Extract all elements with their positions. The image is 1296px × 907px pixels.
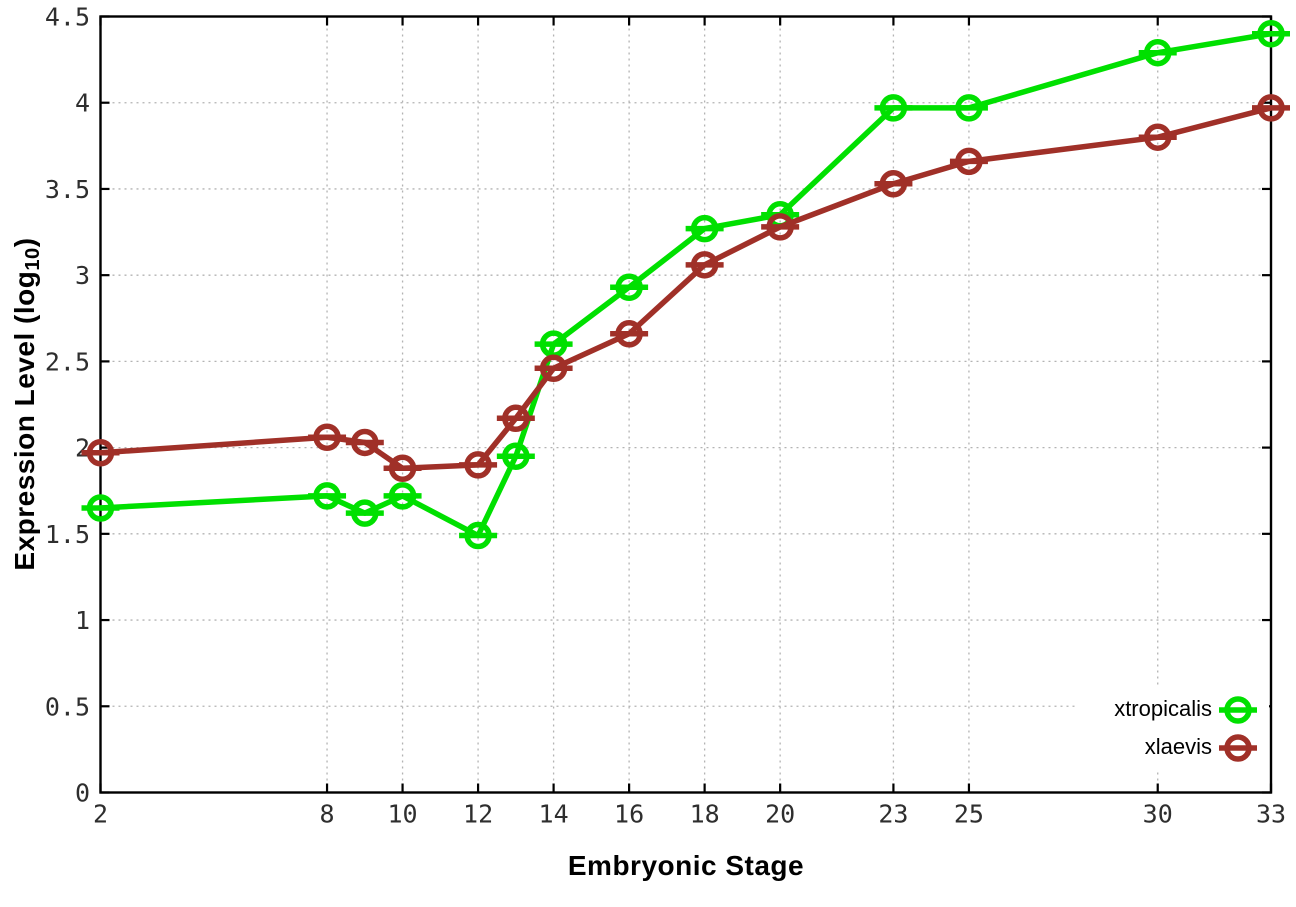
y-tick-label: 1: [75, 606, 90, 635]
xtropicalis-marker: [1143, 38, 1172, 67]
xtropicalis-marker: [313, 482, 341, 510]
y-axis-title: Expression Level (log10): [9, 4, 45, 804]
tick-marks: [99, 15, 1273, 794]
y-tick-label: 4.5: [45, 3, 90, 32]
y-tick-label: 0: [75, 779, 90, 808]
xtropicalis-marker: [690, 214, 719, 243]
y-tick-label: 2.5: [45, 347, 90, 376]
x-tick-label: 12: [463, 800, 493, 829]
legend-label-xlaevis: xlaevis: [1144, 734, 1212, 759]
y-tick-label: 0.5: [45, 692, 90, 721]
series-xlaevis: [81, 94, 1290, 483]
xlaevis-marker: [502, 404, 530, 433]
legend-label-xtropicalis: xtropicalis: [1114, 696, 1212, 721]
legend-xtropicalis-marker: [1224, 696, 1252, 724]
tick-labels: 00.511.522.533.544.52 8 10 12 14 16 18 20 23 25 30…: [45, 3, 1286, 829]
y-axis-title-close: ): [9, 237, 40, 248]
xtropicalis-marker: [1257, 19, 1285, 48]
xlaevis-marker: [690, 251, 719, 279]
xlaevis-marker: [464, 451, 492, 479]
plot-border: [99, 15, 1273, 794]
legend: [1076, 687, 1269, 771]
legend-xlaevis-marker: [1224, 734, 1252, 762]
xlaevis-marker: [766, 213, 794, 241]
x-tick-label: 23: [878, 800, 908, 829]
x-tick-label: 25: [954, 800, 984, 829]
y-tick-label: 1.5: [45, 520, 90, 549]
y-axis-title-subscript: 10: [21, 247, 44, 271]
xlaevis-marker: [388, 454, 417, 483]
xlaevis-marker: [1143, 123, 1172, 151]
xtropicalis-marker: [351, 499, 379, 527]
xtropicalis-marker: [615, 273, 643, 301]
xlaevis-marker: [351, 428, 379, 457]
xlaevis-line: [100, 105, 1272, 472]
x-tick-label: 10: [388, 800, 418, 829]
x-tick-label: 30: [1143, 800, 1173, 829]
x-tick-label: 8: [320, 800, 335, 829]
x-tick-label: 2: [93, 800, 108, 829]
xlaevis-marker: [86, 439, 115, 467]
xtropicalis-marker: [955, 94, 983, 122]
y-axis-title-text: Expression Level (log: [9, 270, 40, 571]
xlaevis-marker: [879, 170, 908, 198]
y-tick-label: 4: [75, 89, 90, 118]
xtropicalis-marker: [502, 442, 530, 470]
xlaevis-marker: [539, 354, 568, 383]
x-axis-title: Embryonic Stage: [567, 850, 805, 881]
xtropicalis-marker: [86, 494, 115, 522]
x-tick-label: 18: [690, 800, 720, 829]
y-tick-label: 3.5: [45, 175, 90, 204]
xlaevis-marker: [615, 320, 643, 348]
xlaevis-marker: [1257, 94, 1285, 122]
x-tick-label: 33: [1256, 800, 1286, 829]
xtropicalis-marker: [464, 521, 492, 550]
xtropicalis-marker: [388, 482, 417, 510]
x-tick-label: 16: [614, 800, 644, 829]
x-tick-label: 20: [765, 800, 795, 829]
gridlines: [100, 16, 1271, 793]
x-tick-label: 14: [539, 800, 569, 829]
xlaevis-marker: [955, 147, 983, 176]
y-tick-label: 3: [75, 261, 90, 290]
xlaevis-marker: [313, 423, 341, 452]
xtropicalis-marker: [879, 94, 908, 122]
